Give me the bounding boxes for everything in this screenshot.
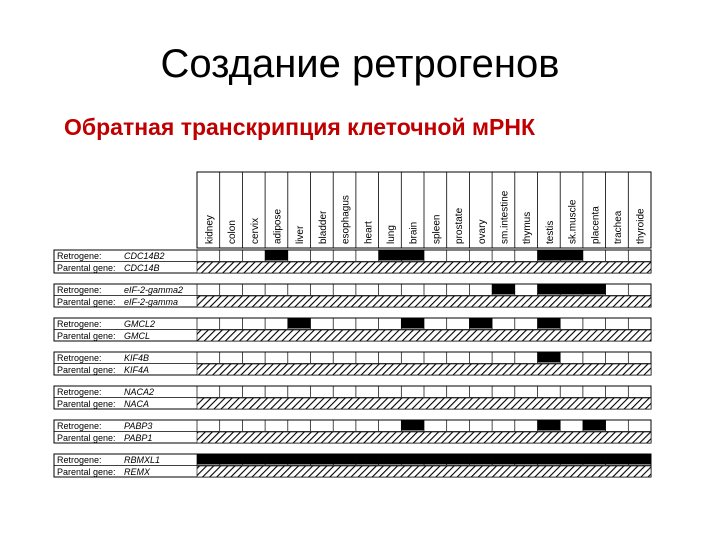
parental-row-label: Parental gene: [57,365,116,375]
tissue-label-cervix: cervix [250,218,261,244]
parental-gene-name: KIF4A [124,365,149,375]
expressed-cell-spleen [424,454,447,465]
expressed-cell-testis [537,352,561,363]
expressed-cell-testis [537,250,561,261]
tissue-label-heart: heart [363,221,374,244]
tissue-label-prostate: prostate [454,207,465,244]
expressed-cell-cervix [242,454,266,465]
tissue-label-thymus: thymus [522,212,533,244]
retrogene-name: KIF4B [124,353,149,363]
expressed-cell-sm-intestine [492,284,515,295]
parental-row-label: Parental gene: [57,399,116,409]
retrogene-name: GMCL2 [124,319,155,329]
slide-subtitle: Обратная транскрипция клеточной мРНК [64,114,536,140]
tissue-label-colon: colon [227,220,238,244]
tissue-label-bladder: bladder [318,210,329,244]
parental-gene-name: CDC14B [124,263,160,273]
expressed-cell-sk-muscle [560,250,583,261]
tissue-label-sk-muscle: sk.muscle [568,199,579,244]
parental-row-label: Parental gene: [57,331,116,341]
expressed-cell-testis [537,318,561,329]
tissue-label-liver: liver [295,225,306,244]
expressed-cell-bladder [310,454,334,465]
retrogene-row-label: Retrogene: [57,455,102,465]
parental-row-label: Parental gene: [57,467,116,477]
expressed-cell-liver [287,318,311,329]
parental-gene-name: PABP1 [124,433,152,443]
expressed-cell-prostate [446,454,470,465]
expressed-cell-adipose [265,250,288,261]
expressed-cell-thymus [514,454,538,465]
parental-gene-name: REMX [124,467,151,477]
expressed-cell-esophagus [333,454,356,465]
tissue-label-esophagus: esophagus [341,195,352,244]
parental-row-label: Parental gene: [57,433,116,443]
tissue-label-adipose: adipose [272,209,283,244]
parental-gene-name: eIF-2-gamma [124,297,178,307]
tissue-label-lung: lung [386,225,397,244]
parental-gene-name: GMCL [124,331,150,341]
expressed-cell-testis [537,454,561,465]
expressed-cell-ovary [469,454,493,465]
expressed-cell-brain [401,318,424,329]
retrogene-name: PABP3 [124,421,152,431]
expressed-cell-trachea [605,454,629,465]
expressed-cell-sm-intestine [492,454,515,465]
expressed-cell-testis [537,420,561,431]
tissue-label-placenta: placenta [590,206,601,244]
tissue-label-testis: testis [545,221,556,244]
tissue-label-brain: brain [409,222,420,244]
expressed-cell-thyroide [628,454,651,465]
parental-expression-bar [196,329,652,342]
parental-expression-bar [196,363,652,376]
expressed-cell-lung [378,250,402,261]
parental-gene-name: NACA [124,399,149,409]
expressed-cell-colon [219,454,243,465]
retrogene-row-label: Retrogene: [57,421,102,431]
tissue-label-spleen: spleen [431,215,442,244]
expressed-cell-brain [401,250,424,261]
expressed-cell-sk-muscle [560,284,583,295]
retrogene-row-label: Retrogene: [57,285,102,295]
expressed-cell-heart [355,454,379,465]
retrogene-name: eIF-2-gamma2 [124,285,183,295]
retrogene-row-label: Retrogene: [57,387,102,397]
expressed-cell-brain [401,420,424,431]
expressed-cell-placenta [582,420,606,431]
retrogene-row-label: Retrogene: [57,319,102,329]
retrogene-row-label: Retrogene: [57,251,102,261]
parental-row-label: Parental gene: [57,297,116,307]
parental-expression-bar [196,397,652,410]
expressed-cell-testis [537,284,561,295]
slide-title: Создание ретрогенов [160,42,560,86]
expressed-cell-placenta [582,284,606,295]
tissue-label-sm-intestine: sm.intestine [499,190,510,244]
expressed-cell-lung [378,454,402,465]
expressed-cell-ovary [469,318,493,329]
expressed-cell-kidney [197,454,220,465]
retrogene-name: CDC14B2 [124,251,165,261]
expressed-cell-adipose [265,454,288,465]
tissue-label-thyroide: thyroide [636,208,647,244]
parental-expression-bar [196,465,652,478]
parental-row-label: Parental gene: [57,263,116,273]
tissue-label-ovary: ovary [477,220,488,244]
tissue-label-kidney: kidney [204,215,215,244]
parental-expression-bar [196,431,652,444]
retrogene-name: NACA2 [124,387,154,397]
parental-expression-bar [196,295,652,308]
expressed-cell-brain [401,454,424,465]
parental-expression-bar [196,261,652,274]
expressed-cell-sk-muscle [560,454,583,465]
expressed-cell-liver [287,454,311,465]
tissue-label-trachea: trachea [613,210,624,244]
retrogene-row-label: Retrogene: [57,353,102,363]
expressed-cell-placenta [582,454,606,465]
retrogene-name: RBMXL1 [124,455,160,465]
